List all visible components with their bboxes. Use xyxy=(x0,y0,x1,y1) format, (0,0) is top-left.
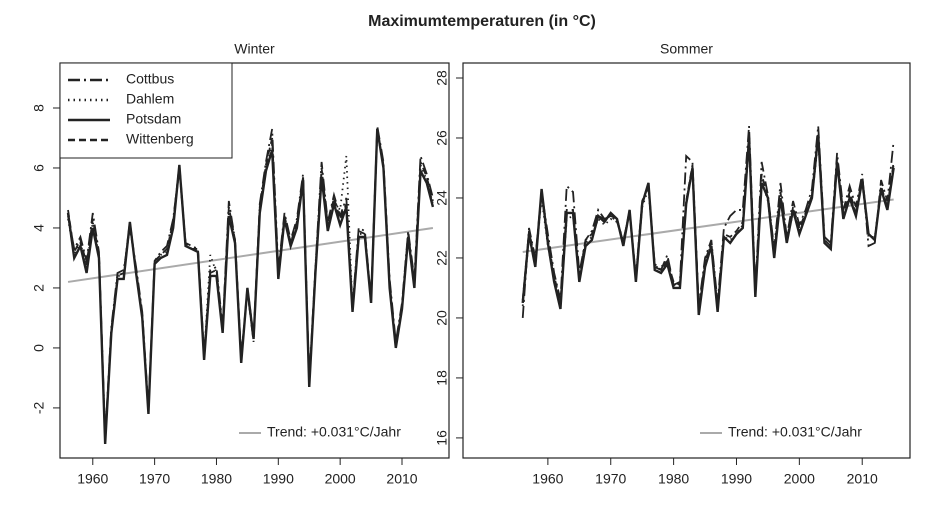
x-tick-label: 1970 xyxy=(595,471,626,487)
y-tick-label: 24 xyxy=(434,190,450,206)
chart-title: Maximumtemperaturen (in °C) xyxy=(368,13,596,30)
y-tick-label: 22 xyxy=(434,250,450,266)
x-tick-label: 1990 xyxy=(263,471,294,487)
plot-frame xyxy=(59,62,450,459)
legend-label: Trend: +0.031°C/Jahr xyxy=(728,424,862,440)
y-tick-label: 4 xyxy=(31,224,47,232)
trend-line xyxy=(67,226,434,283)
panel-title: Winter xyxy=(234,41,275,57)
legend-label: Trend: +0.031°C/Jahr xyxy=(267,424,401,440)
legend-label: Cottbus xyxy=(126,71,174,87)
series-line xyxy=(67,128,434,441)
x-tick-label: 1960 xyxy=(77,471,108,487)
y-tick-label: 20 xyxy=(434,310,450,326)
x-tick-label: 1960 xyxy=(532,471,563,487)
x-tick-label: 1980 xyxy=(658,471,689,487)
legend-label: Dahlem xyxy=(126,91,174,107)
y-tick-label: 16 xyxy=(434,430,450,446)
x-tick-label: 2000 xyxy=(325,471,356,487)
legend-box xyxy=(59,62,233,159)
x-tick-label: 2000 xyxy=(784,471,815,487)
y-tick-label: 28 xyxy=(434,70,450,86)
y-tick-label: 26 xyxy=(434,130,450,146)
y-tick-label: -2 xyxy=(31,401,47,414)
y-tick-label: 6 xyxy=(31,164,47,172)
series-line xyxy=(521,134,895,310)
series-line xyxy=(521,134,895,316)
y-tick-label: 2 xyxy=(31,284,47,292)
x-tick-label: 2010 xyxy=(386,471,417,487)
panel-title: Sommer xyxy=(660,41,713,57)
plot-frame xyxy=(462,62,911,459)
y-tick-label: 8 xyxy=(31,104,47,112)
x-tick-label: 1990 xyxy=(721,471,752,487)
y-tick-label: 18 xyxy=(434,370,450,386)
legend-label: Wittenberg xyxy=(126,131,194,147)
legend-label: Potsdam xyxy=(126,111,181,127)
x-tick-label: 1970 xyxy=(139,471,170,487)
y-tick-label: 0 xyxy=(31,344,47,352)
x-tick-label: 2010 xyxy=(847,471,878,487)
x-tick-label: 1980 xyxy=(201,471,232,487)
